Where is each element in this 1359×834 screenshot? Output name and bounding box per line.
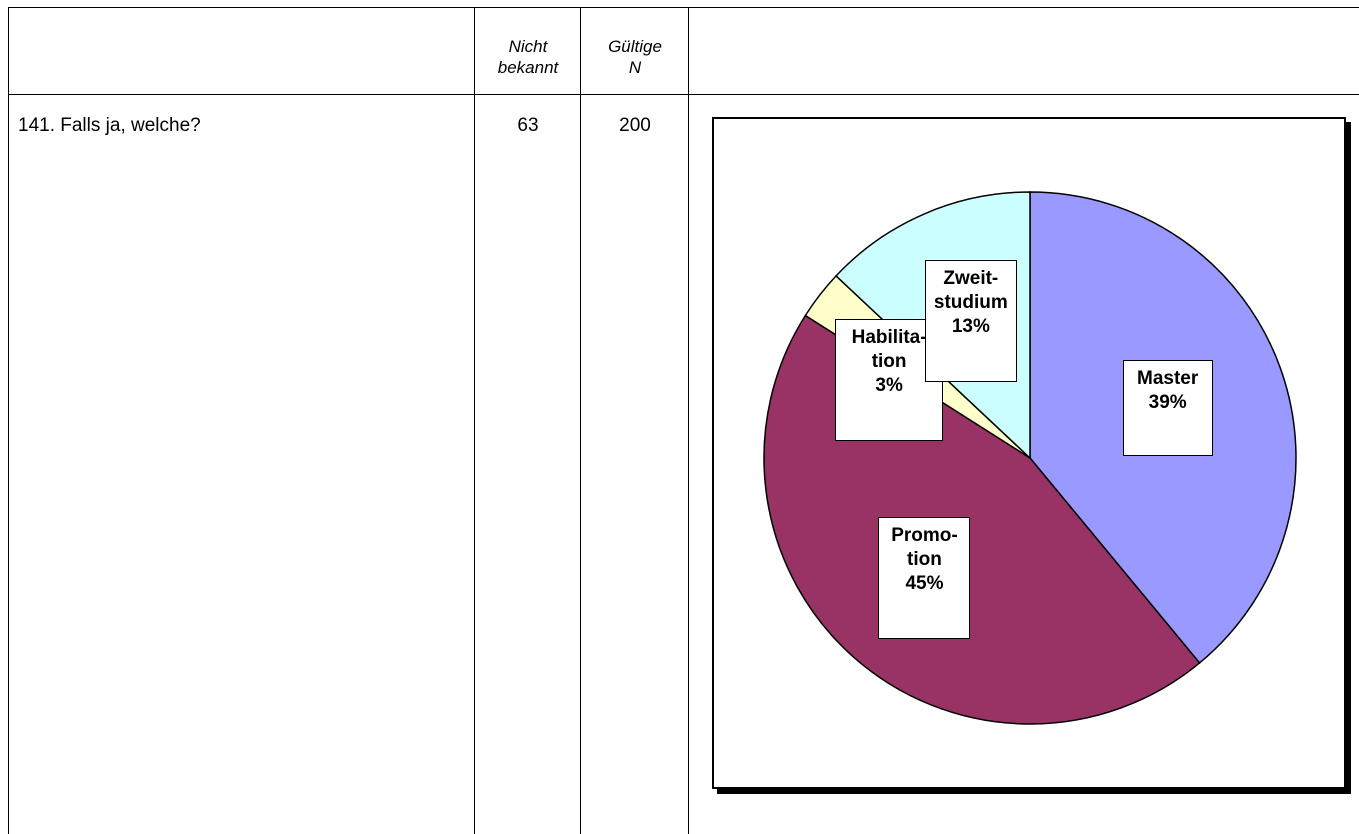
value-nicht-bekannt: 63 (517, 115, 539, 136)
table-left-border (8, 7, 9, 834)
pie-label-master: Master 39% (1122, 360, 1213, 457)
pie-label-promotion: Promo- tion 45% (878, 516, 971, 639)
pie-label-zweitstudium: Zweit- studium 13% (924, 260, 1017, 383)
column-divider-2 (580, 7, 581, 834)
value-gueltige-n: 200 (619, 115, 651, 136)
column-divider-3 (688, 7, 689, 834)
header-nicht-bekannt: Nicht bekannt (497, 37, 559, 77)
column-divider-1 (474, 7, 475, 834)
pie-chart-frame: Master 39% Promo- tion 45% Habilita- tion … (712, 117, 1346, 789)
header-bottom-border (8, 94, 1359, 95)
header-gueltige-n: Gültige N (608, 37, 662, 77)
pie-chart (763, 191, 1297, 725)
table-top-border (8, 7, 1359, 8)
question-label: 141. Falls ja, welche? (18, 115, 201, 136)
